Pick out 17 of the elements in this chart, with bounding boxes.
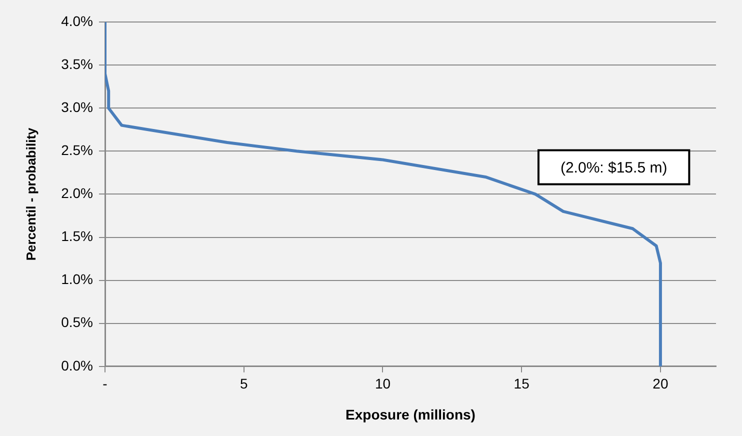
y-tick-label: 0.0% — [61, 357, 93, 374]
x-tick-label: 10 — [374, 376, 391, 392]
annotation: (2.0%: $15.5 m) — [560, 159, 668, 176]
y-tick-label: 2.0% — [61, 185, 93, 202]
y-axis-title: Percentil - probability — [23, 126, 38, 261]
y-tick-label: 0.5% — [61, 314, 93, 330]
y-tick-label: 4.0% — [61, 12, 93, 29]
y-tick-label: 2.5% — [61, 142, 93, 158]
y-tick-label: 3.5% — [61, 56, 93, 72]
x-tick-label: - — [102, 376, 108, 392]
y-tick-label: 1.0% — [61, 271, 93, 288]
x-tick-label: 15 — [514, 376, 530, 392]
y-tick-label: 3.0% — [61, 98, 93, 115]
x-axis-title: Exposure (millions) — [346, 406, 476, 422]
x-tick-label: 20 — [652, 376, 668, 392]
y-tick-label: 1.5% — [61, 228, 93, 244]
x-tick-label: 5 — [240, 376, 248, 392]
